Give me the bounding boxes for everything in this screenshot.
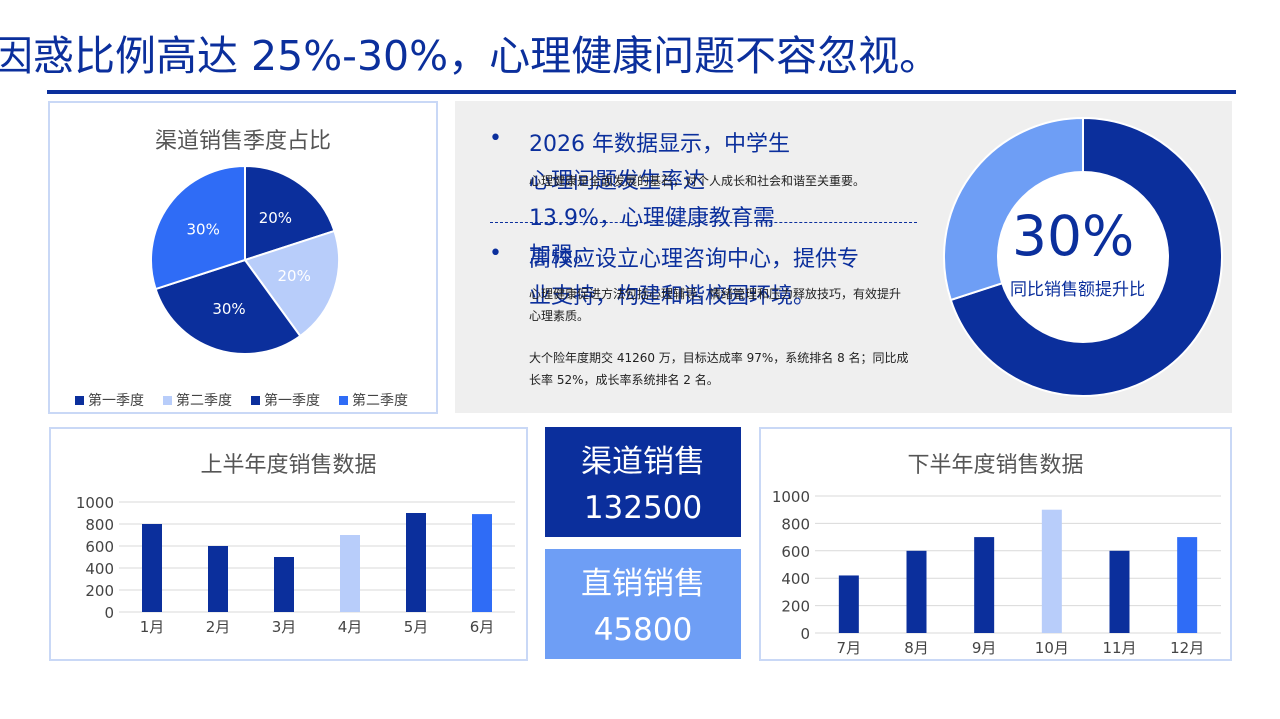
page-title: 因惑比例高达 25%-30%，心理健康问题不容忽视。 xyxy=(0,32,941,80)
h2-bar-1 xyxy=(838,575,859,633)
h1-xtick-4: 4月 xyxy=(338,618,363,636)
h2-bar-4 xyxy=(1041,509,1062,633)
legend-label-3: 第一季度 xyxy=(264,392,320,409)
kpi-channel-sales: 渠道销售 132500 xyxy=(545,427,741,537)
legend-label-2: 第二季度 xyxy=(176,392,232,409)
h1-bar-3 xyxy=(274,557,294,612)
h2-xtick-2: 8月 xyxy=(904,639,929,657)
pie-chart: 20% 20% 30% 30% 第一季度 第二季度 第一季度 第二季度 xyxy=(75,164,408,409)
h1-ytick-2: 400 xyxy=(85,560,114,578)
h2-xtick-3: 9月 xyxy=(972,639,997,657)
h2-ytick-0: 0 xyxy=(800,625,810,643)
h2-ytick-2: 400 xyxy=(781,570,810,588)
info-divider xyxy=(490,222,917,223)
legend-swatch-3 xyxy=(251,396,260,405)
info-note-2: 心理健康促进方法包括心理辅导、情绪管理和压力释放技巧，有效提升心理素质。 xyxy=(529,287,902,323)
legend-swatch-2 xyxy=(163,396,172,405)
donut-chart xyxy=(943,116,1223,397)
info-note-3: 大个险年度期交 41260 万，目标达成率 97%，系统排名 8 名；同比成长率… xyxy=(529,351,909,387)
bar-chart-h2-title: 下半年度销售数据 xyxy=(907,453,1084,478)
pie-data-label-1: 20% xyxy=(259,209,292,227)
bar-chart-h1-panel: 上半年度销售数据 0 200 400 600 800 1000 1月 2月 3月 4月 5月 6月 xyxy=(49,427,528,661)
h1-ytick-1: 200 xyxy=(85,582,114,600)
legend-label-4: 第二季度 xyxy=(352,392,408,409)
pie-slice-1 xyxy=(244,164,336,262)
h1-bar-1 xyxy=(142,524,162,612)
h1-xtick-3: 3月 xyxy=(272,618,297,636)
legend-swatch-1 xyxy=(75,396,84,405)
h1-ytick-5: 1000 xyxy=(76,494,114,512)
h2-xtick-5: 11月 xyxy=(1102,639,1136,657)
info-bullet-1: 2026 年数据显示，中学生 心理问题发生率达 13.9%，心理健康教育需 加强… xyxy=(529,132,790,268)
h1-bar-2 xyxy=(208,546,228,612)
pie-chart-title: 渠道销售季度占比 xyxy=(154,129,331,154)
h1-ytick-0: 0 xyxy=(104,604,114,622)
h2-bar-2 xyxy=(906,550,927,633)
h2-bar-5 xyxy=(1109,550,1130,633)
kpi-direct-value: 45800 xyxy=(593,612,693,648)
h1-xtick-1: 1月 xyxy=(140,618,165,636)
info-note-1: 心理健康是全面发展的基石，对个人成长和社会和谐至关重要。 xyxy=(529,174,866,188)
title-divider xyxy=(47,90,1236,94)
pie-data-label-4: 30% xyxy=(187,221,220,239)
h1-xtick-6: 6月 xyxy=(470,618,495,636)
donut-hole xyxy=(997,171,1169,343)
kpi-channel-value: 132500 xyxy=(583,490,703,526)
kpi-channel-label: 渠道销售 xyxy=(581,444,705,480)
h2-ytick-5: 1000 xyxy=(772,488,810,506)
pie-chart-panel: 渠道销售季度占比 20% 20% 30% 30% 第一季度 第二季度 第一季度 第二季度 xyxy=(48,101,438,414)
bar-chart-h2: 0 200 400 600 800 1000 7月 8月 9月 10月 11月 12月 xyxy=(772,488,1221,657)
bar-chart-h1-title: 上半年度销售数据 xyxy=(200,453,377,478)
bar-chart-h1: 0 200 400 600 800 1000 1月 2月 3月 4月 5月 6月 xyxy=(76,494,515,636)
bullet-dot-2: • xyxy=(489,241,502,266)
h1-bar-6 xyxy=(472,514,492,612)
h1-xtick-2: 2月 xyxy=(206,618,231,636)
kpi-direct-sales: 直销销售 45800 xyxy=(545,549,741,659)
h1-bar-4 xyxy=(340,535,360,612)
bar-chart-h2-panel: 下半年度销售数据 0 200 400 600 800 1000 7月 8月 9月 10月 11月 12… xyxy=(759,427,1232,661)
donut-percent: 30% xyxy=(1012,204,1135,268)
bullet-dot-1: • xyxy=(489,126,502,151)
h1-ytick-3: 600 xyxy=(85,538,114,556)
info-bullet-2: 高校应设立心理咨询中心，提供专 业支持，构建和谐校园环境。 xyxy=(529,247,860,309)
h2-xtick-6: 12月 xyxy=(1170,639,1204,657)
h1-xtick-5: 5月 xyxy=(404,618,429,636)
h2-ytick-4: 800 xyxy=(781,515,810,533)
pie-slice-3 xyxy=(154,258,302,355)
h2-xtick-4: 10月 xyxy=(1035,639,1069,657)
legend-label-1: 第一季度 xyxy=(88,392,144,409)
h2-xtick-1: 7月 xyxy=(837,639,862,657)
pie-slice-2 xyxy=(243,229,340,338)
pie-data-label-2: 20% xyxy=(277,267,310,285)
h2-ytick-3: 600 xyxy=(781,543,810,561)
pie-slice-4 xyxy=(150,164,246,291)
kpi-direct-label: 直销销售 xyxy=(581,566,705,602)
donut-label: 同比销售额提升比 xyxy=(1010,280,1144,300)
h2-bar-6 xyxy=(1177,537,1198,633)
h2-bar-3 xyxy=(974,537,995,633)
legend-swatch-4 xyxy=(339,396,348,405)
h2-ytick-1: 200 xyxy=(781,598,810,616)
h1-ytick-4: 800 xyxy=(85,516,114,534)
pie-data-label-3: 30% xyxy=(212,300,245,318)
h1-bar-5 xyxy=(406,513,426,612)
